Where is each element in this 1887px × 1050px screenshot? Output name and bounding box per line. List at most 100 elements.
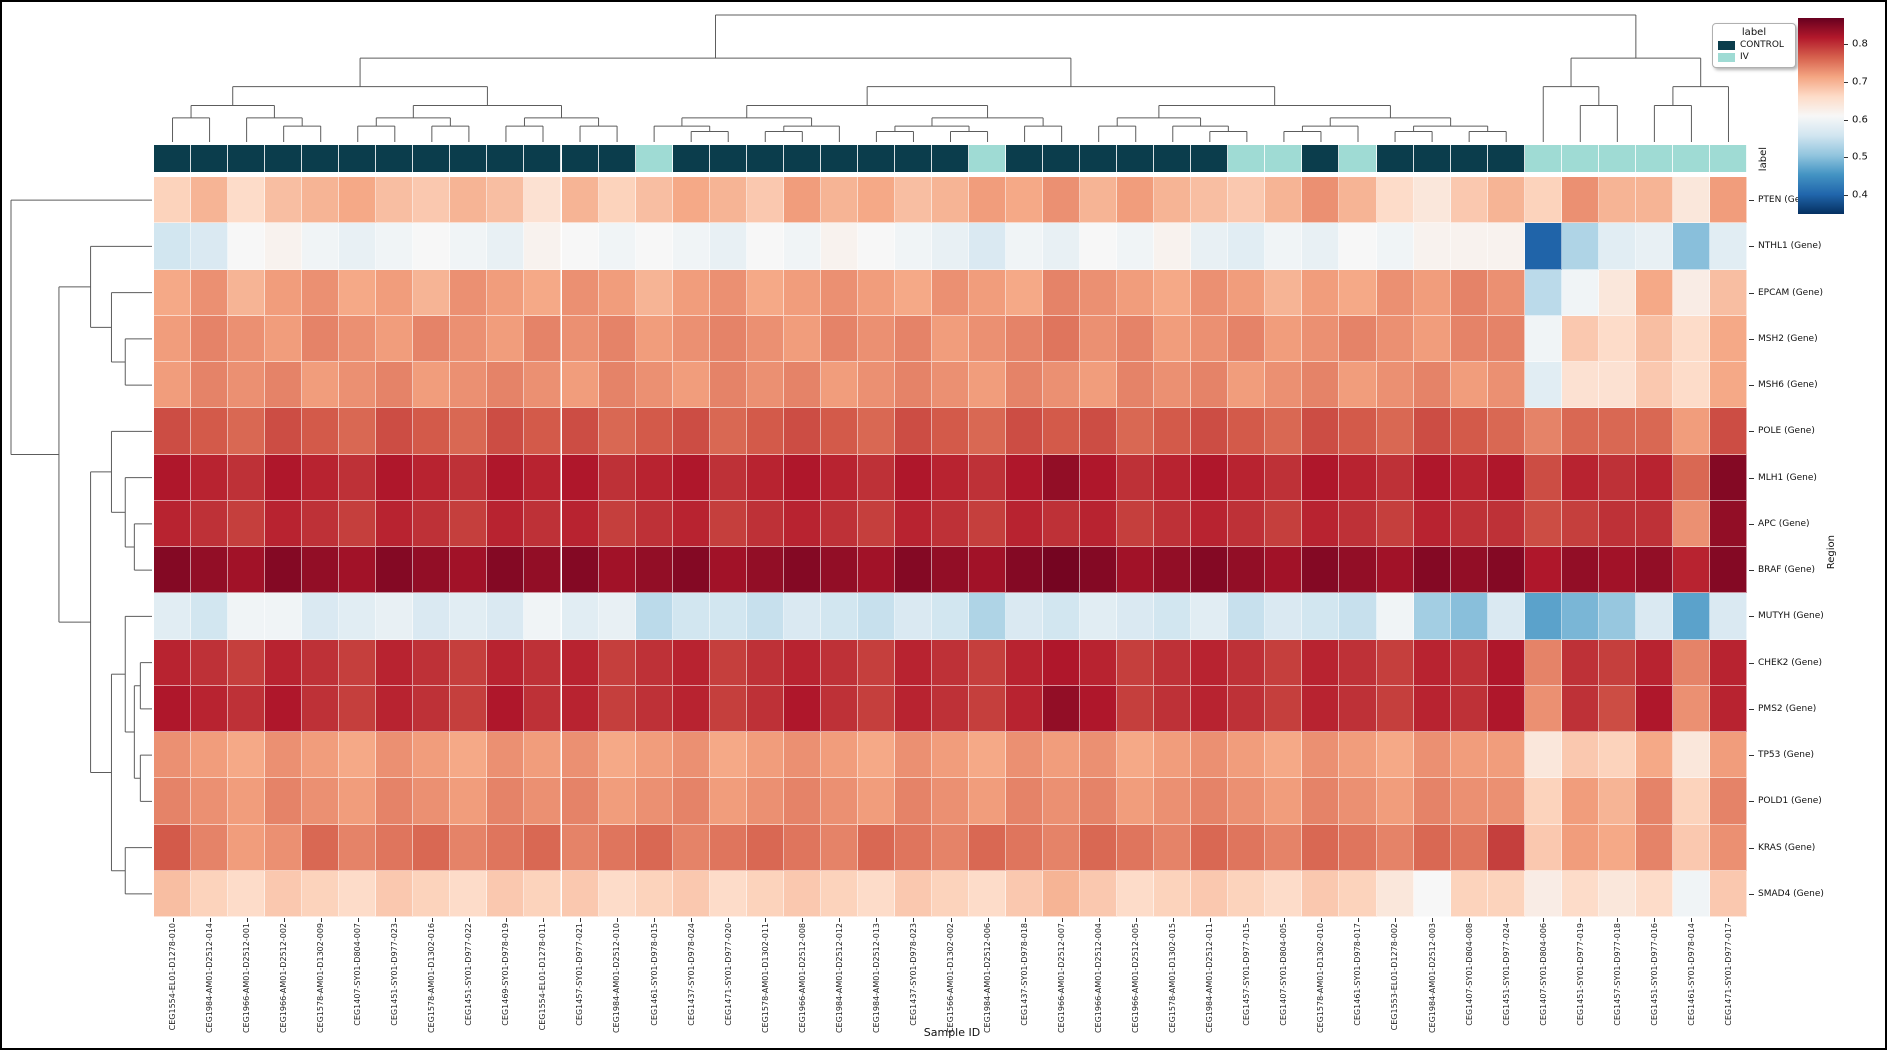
heatmap-cell — [857, 778, 895, 825]
column-tick-label: CEG1554-EL01-D1278-011 — [538, 923, 548, 1031]
heatmap-cell — [1413, 177, 1451, 224]
heatmap-cell — [635, 778, 673, 825]
column-tick-label: CEG1966-AM01-D2512-007 — [1057, 923, 1067, 1034]
x-tick-mark — [765, 918, 767, 922]
colorbar-tick-mark — [1844, 119, 1848, 121]
x-tick-mark — [1432, 918, 1434, 922]
heatmap-cell — [1043, 778, 1081, 825]
heatmap-cell — [1709, 315, 1747, 362]
strip-cell-control — [1043, 145, 1081, 172]
heatmap-cell — [1043, 685, 1081, 732]
heatmap-cell — [1154, 315, 1192, 362]
heatmap-cell — [265, 269, 303, 316]
column-tick-label: CEG1578-AM01-D1302-009 — [316, 923, 326, 1034]
heatmap-cell — [1265, 177, 1303, 224]
heatmap-cell — [413, 269, 451, 316]
heatmap-cell — [1487, 223, 1525, 270]
heatmap-cell — [376, 685, 414, 732]
heatmap-cell — [1635, 593, 1673, 640]
heatmap-cell — [302, 269, 340, 316]
heatmap-cell — [1635, 732, 1673, 779]
heatmap-cell — [450, 778, 488, 825]
heatmap-cell — [1524, 824, 1562, 871]
x-tick-mark — [802, 918, 804, 922]
row-tick-label: MSH2 (Gene) — [1758, 333, 1818, 344]
heatmap-cell — [487, 732, 525, 779]
heatmap-cell — [339, 269, 377, 316]
heatmap-cell — [376, 547, 414, 594]
heatmap-cell — [1598, 547, 1636, 594]
heatmap-cell — [672, 500, 710, 547]
heatmap-cell — [487, 177, 525, 224]
heatmap-cell — [969, 223, 1007, 270]
heatmap-cell — [1080, 685, 1118, 732]
x-tick-mark — [839, 918, 841, 922]
heatmap-cell — [672, 177, 710, 224]
heatmap-cell — [635, 315, 673, 362]
heatmap-cell — [1376, 223, 1414, 270]
heatmap-cell — [1487, 454, 1525, 501]
heatmap-cell — [487, 362, 525, 409]
colorbar-tick-mark — [1844, 44, 1848, 46]
strip-cell-control — [598, 145, 636, 172]
heatmap-cell — [524, 824, 562, 871]
heatmap-cell — [783, 362, 821, 409]
heatmap-cell — [1006, 778, 1044, 825]
heatmap-cell — [228, 824, 266, 871]
heatmap-cell — [450, 870, 488, 917]
heatmap-cell — [561, 362, 599, 409]
heatmap-cell — [598, 685, 636, 732]
heatmap-cell — [191, 639, 229, 686]
x-tick-mark — [691, 918, 693, 922]
x-tick-mark — [1246, 918, 1248, 922]
heatmap-cell — [191, 732, 229, 779]
heatmap-cell — [931, 824, 969, 871]
heatmap-cell — [1709, 870, 1747, 917]
strip-cell-iv — [1598, 145, 1636, 172]
heatmap-cell — [228, 685, 266, 732]
y-tick-mark — [1749, 801, 1754, 803]
heatmap-cell — [1080, 362, 1118, 409]
heatmap-cell — [635, 454, 673, 501]
y-tick-mark — [1749, 662, 1754, 664]
heatmap-cell — [1487, 639, 1525, 686]
heatmap-cell — [1450, 547, 1488, 594]
strip-cell-iv — [1672, 145, 1710, 172]
heatmap-cell — [1302, 177, 1340, 224]
y-tick-mark — [1749, 523, 1754, 525]
heatmap-cell — [1487, 500, 1525, 547]
heatmap-cell — [524, 732, 562, 779]
strip-cell-control — [1450, 145, 1488, 172]
heatmap-cell — [709, 315, 747, 362]
heatmap-cell — [302, 408, 340, 455]
heatmap-cell — [339, 500, 377, 547]
heatmap-cell — [1672, 177, 1710, 224]
heatmap-cell — [1265, 408, 1303, 455]
row-tick-label: SMAD4 (Gene) — [1758, 888, 1824, 899]
heatmap-cell — [450, 177, 488, 224]
heatmap-cell — [1561, 362, 1599, 409]
heatmap-cell — [339, 315, 377, 362]
heatmap-cell — [339, 408, 377, 455]
heatmap-cell — [672, 454, 710, 501]
heatmap-cell — [1043, 454, 1081, 501]
row-tick-label: CHEK2 (Gene) — [1758, 657, 1823, 668]
y-tick-mark — [1749, 200, 1754, 202]
heatmap-cell — [154, 639, 192, 686]
column-tick-label: CEG1471-SY01-D977-017 — [1723, 923, 1733, 1026]
heatmap-cell — [487, 685, 525, 732]
heatmap-cell — [339, 824, 377, 871]
heatmap-cell — [1117, 177, 1155, 224]
heatmap-cell — [1376, 269, 1414, 316]
column-tick-label: CEG1407-SY01-D804-008 — [1464, 923, 1474, 1026]
heatmap-cell — [265, 315, 303, 362]
heatmap-cell — [746, 870, 784, 917]
heatmap-cell — [931, 870, 969, 917]
heatmap-cell — [1487, 778, 1525, 825]
heatmap-cell — [931, 362, 969, 409]
heatmap-cell — [376, 870, 414, 917]
heatmap-cell — [302, 593, 340, 640]
heatmap-cell — [228, 223, 266, 270]
heatmap-cell — [413, 500, 451, 547]
